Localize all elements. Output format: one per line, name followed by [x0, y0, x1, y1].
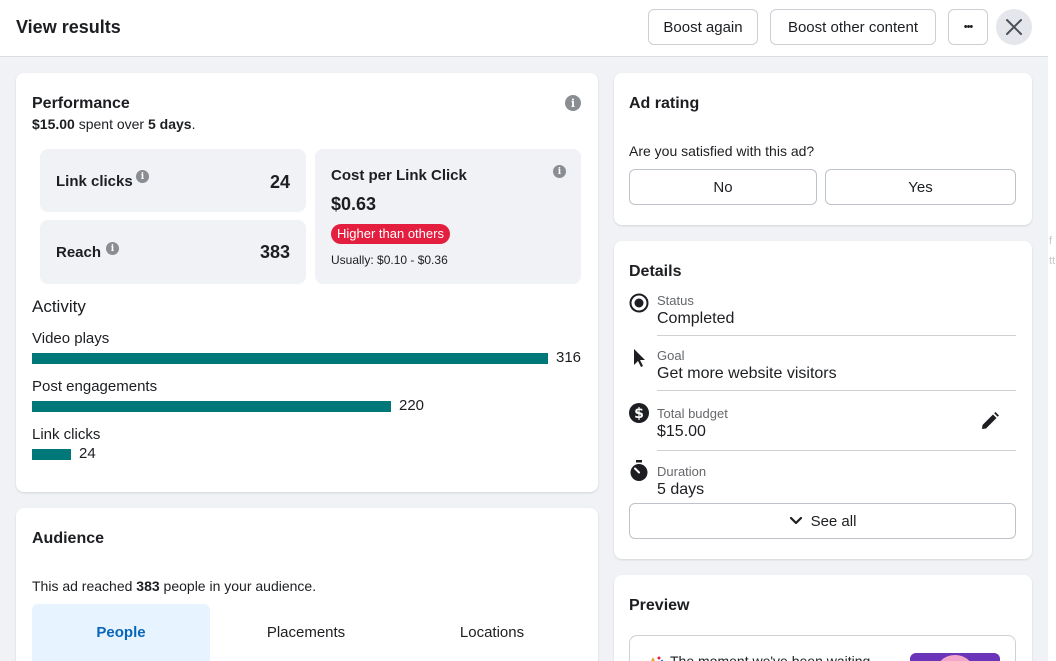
- detail-label: Duration: [657, 464, 707, 479]
- performance-summary: $15.00 spent over 5 days.: [32, 116, 196, 132]
- status-radio-icon: [629, 293, 649, 313]
- tab-locations[interactable]: Locations: [459, 624, 525, 641]
- detail-label: Status: [657, 293, 694, 308]
- activity-title: Activity: [32, 297, 86, 316]
- activity-value: 316: [556, 349, 582, 366]
- activity-label: Post engagements: [32, 378, 158, 395]
- divider: [657, 390, 1016, 391]
- activity-bar: [32, 353, 548, 364]
- top-header: View results Boost again Boost other con…: [0, 0, 1048, 57]
- tab-people[interactable]: People: [32, 604, 210, 661]
- close-button[interactable]: [996, 9, 1032, 45]
- activity-bar: [32, 401, 391, 412]
- close-icon: [1006, 19, 1022, 35]
- link-clicks-metric: Link clicks i 24: [40, 149, 306, 212]
- metric-label: Reach: [56, 244, 102, 261]
- rating-yes-button[interactable]: Yes: [825, 169, 1016, 205]
- reach-info-icon[interactable]: i: [106, 242, 119, 255]
- preview-post[interactable]: The moment we've been waiting: [629, 635, 1016, 661]
- reach-metric: Reach i 383: [40, 220, 306, 284]
- preview-text: The moment we've been waiting: [670, 653, 871, 661]
- audience-summary: This ad reached 383 people in your audie…: [32, 578, 317, 594]
- cursor-icon: [629, 348, 649, 368]
- cpc-value: $0.63: [331, 194, 377, 214]
- gutter-text: f: [1049, 235, 1053, 247]
- ad-rating-title: Ad rating: [629, 95, 700, 112]
- metric-label: Link clicks: [56, 173, 133, 190]
- cpc-usual-range: Usually: $0.10 - $0.36: [331, 253, 448, 267]
- pencil-icon: [982, 412, 999, 429]
- rating-no-button[interactable]: No: [629, 169, 817, 205]
- more-options-button[interactable]: •••: [948, 9, 988, 45]
- performance-info-icon[interactable]: i: [565, 95, 581, 111]
- metric-value: 24: [269, 172, 290, 192]
- party-icon: [648, 652, 664, 661]
- preview-image: [910, 653, 1000, 661]
- performance-title: Performance: [32, 95, 130, 112]
- activity-bar: [32, 449, 71, 460]
- gutter-text: tt: [1049, 255, 1056, 267]
- cost-per-click-metric: Cost per Link Click i $0.63 Higher than …: [315, 149, 581, 284]
- right-gutter: [1048, 0, 1056, 661]
- see-all-button[interactable]: See all: [629, 503, 1016, 539]
- detail-value: 5 days: [657, 481, 705, 498]
- svg-text:$: $: [634, 406, 644, 422]
- link-clicks-info-icon[interactable]: i: [136, 170, 149, 183]
- activity-label: Link clicks: [32, 426, 101, 443]
- detail-goal: Goal Get more website visitors: [629, 348, 1016, 388]
- chevron-down-icon: [789, 516, 802, 525]
- boost-again-button[interactable]: Boost again: [648, 9, 758, 45]
- detail-label: Total budget: [657, 406, 728, 421]
- metric-label: Cost per Link Click: [331, 167, 467, 184]
- status-badge: Higher than others: [331, 224, 450, 244]
- boost-other-content-button[interactable]: Boost other content: [770, 9, 936, 45]
- rating-question: Are you satisfied with this ad?: [629, 143, 815, 159]
- divider: [657, 450, 1016, 451]
- edit-budget-button[interactable]: [980, 411, 1000, 436]
- cpc-info-icon[interactable]: i: [553, 165, 566, 178]
- activity-value: 24: [79, 445, 96, 462]
- dollar-icon: $: [629, 403, 649, 423]
- metric-value: 383: [259, 242, 290, 262]
- divider: [657, 335, 1016, 336]
- page-title: View results: [16, 17, 121, 37]
- preview-title: Preview: [629, 597, 690, 614]
- detail-value: Get more website visitors: [657, 365, 837, 382]
- details-title: Details: [629, 263, 682, 280]
- tab-placements[interactable]: Placements: [266, 624, 346, 641]
- detail-value: Completed: [657, 310, 735, 327]
- detail-label: Goal: [657, 348, 685, 363]
- activity-value: 220: [399, 397, 425, 414]
- detail-duration: Duration 5 days: [629, 460, 1016, 501]
- detail-status: Status Completed: [629, 293, 1016, 333]
- see-all-label: See all: [810, 512, 857, 530]
- stopwatch-icon: [629, 460, 649, 481]
- audience-title: Audience: [32, 530, 105, 547]
- activity-label: Video plays: [32, 330, 110, 347]
- detail-value: $15.00: [657, 423, 706, 440]
- detail-budget: $ Total budget $15.00: [629, 403, 1016, 445]
